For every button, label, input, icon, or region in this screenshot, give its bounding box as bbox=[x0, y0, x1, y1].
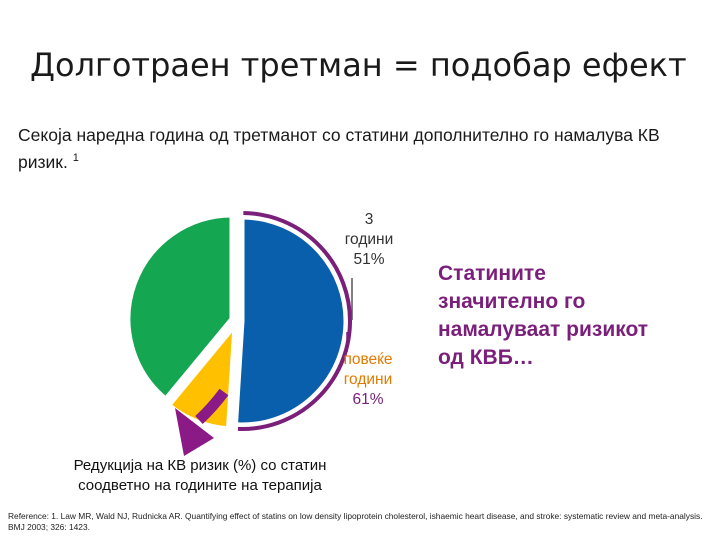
pie-label-3-line1: 3 bbox=[364, 211, 374, 228]
arrow-head bbox=[175, 408, 214, 456]
pie-label-more-years: повеќе години 61% bbox=[333, 350, 403, 410]
subtitle-ref: 1 bbox=[72, 152, 79, 164]
subtitle-text: Секоја наредна година од третманот со ст… bbox=[18, 125, 660, 172]
pie-slice-3-year-reduction bbox=[232, 214, 349, 428]
subtitle: Секоја наредна година од третманот со ст… bbox=[18, 124, 698, 174]
pie-label-3-years: 3 години 51% bbox=[334, 210, 404, 270]
pie-slice-remaining bbox=[125, 212, 235, 402]
page-title: Долготраен третман = подобар ефект bbox=[30, 46, 687, 84]
reference-text: Reference: 1. Law MR, Wald NJ, Rudnicka … bbox=[8, 511, 703, 532]
pie-label-more-line1: повеќе bbox=[343, 351, 393, 368]
pie-label-more-value: 61% bbox=[352, 391, 384, 408]
pie-outline-3-years bbox=[237, 211, 352, 431]
arrow-shaft bbox=[195, 388, 229, 425]
caption-line2: соодветно на годините на терапија bbox=[78, 477, 322, 494]
callout-text: Статините значително го намалуваат ризик… bbox=[438, 262, 649, 369]
pie-label-more-line2: години bbox=[343, 371, 393, 388]
pie-top-notch bbox=[234, 209, 242, 223]
chart-caption: Редукција на КВ ризик (%) со статин соод… bbox=[50, 456, 350, 496]
caption-line1: Редукција на КВ ризик (%) со статин bbox=[73, 457, 327, 474]
pie-label-3-line2: години bbox=[344, 231, 394, 248]
pie-label-3-value: 51% bbox=[353, 251, 385, 268]
